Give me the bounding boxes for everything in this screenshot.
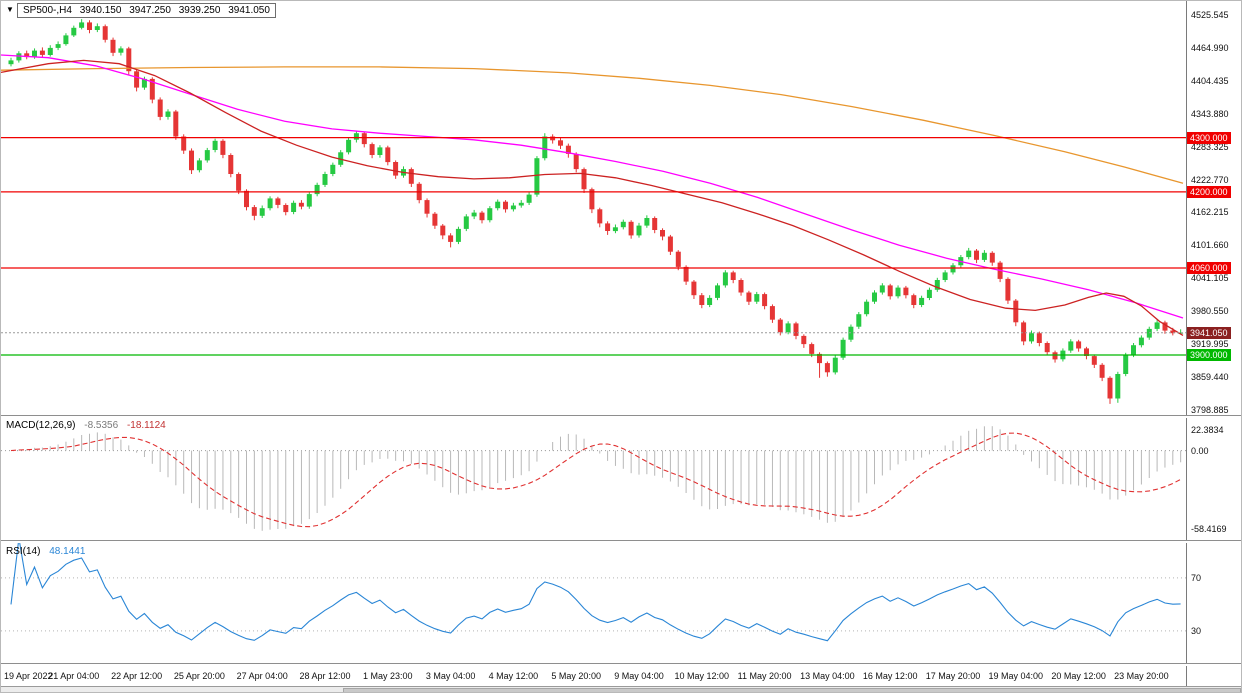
price-axis-label: 4404.435 <box>1191 75 1229 86</box>
time-axis-separator <box>1 663 1241 666</box>
current-price-badge[interactable]: 3941.050 <box>1187 326 1231 339</box>
price-axis-label: 4283.325 <box>1191 141 1229 152</box>
time-axis-label: 19 May 04:00 <box>988 671 1044 681</box>
macd-histogram <box>18 426 1182 531</box>
time-axis-label: 17 May 20:00 <box>925 671 981 681</box>
time-axis-label: 25 Apr 20:00 <box>173 671 225 681</box>
ma-slow-line <box>1 66 1184 184</box>
price-level-badge[interactable]: 4300.000 <box>1187 131 1231 144</box>
price-axis-label: 3980.550 <box>1191 306 1229 317</box>
macd-signal-line <box>10 432 1181 528</box>
rsi-axis-label: 70 <box>1191 572 1202 583</box>
macd-axis-label: 22.3834 <box>1191 425 1224 435</box>
ohlc-high-value: 3947.250 <box>129 5 171 16</box>
ohlc-close-value: 3941.050 <box>228 5 270 16</box>
macd-axis-label: -58.4169 <box>1191 524 1227 534</box>
rsi-value: 48.1441 <box>49 546 86 557</box>
rsi-title: RSI(14) <box>6 546 41 557</box>
time-axis-label: 20 May 12:00 <box>1051 671 1106 681</box>
time-axis-label: 23 May 20:00 <box>1114 671 1169 681</box>
macd-signal-value: -18.1124 <box>126 420 166 431</box>
ma-medium-line <box>1 54 1184 319</box>
price-axis-label: 3798.885 <box>1191 404 1229 415</box>
price-axis-label: 4162.215 <box>1191 207 1229 218</box>
rsi-header: RSI(14) 48.1441 <box>6 546 91 557</box>
price-level-badge[interactable]: 4200.000 <box>1187 185 1231 198</box>
price-level-badge[interactable]: 3900.000 <box>1187 348 1231 361</box>
price-axis-label: 4525.545 <box>1191 9 1229 20</box>
time-axis-label: 19 Apr 2022 <box>4 671 53 681</box>
symbol-info-box: SP500-,H4 3940.150 3947.250 3939.250 394… <box>17 3 276 18</box>
price-axis-label: 4041.105 <box>1191 273 1229 284</box>
time-axis-label: 3 May 04:00 <box>425 671 476 681</box>
time-axis-label: 10 May 12:00 <box>674 671 730 681</box>
scrollbar-thumb[interactable] <box>343 688 1241 692</box>
price-axis-label: 4464.990 <box>1191 42 1229 53</box>
time-axis[interactable]: 19 Apr 2022 21 Apr 04:00 22 Apr 12:00 25 Ap… <box>1 665 1188 686</box>
time-axis-label: 13 May 04:00 <box>800 671 855 681</box>
rsi-panel[interactable] <box>1 542 1189 663</box>
price-axis-label: 3919.995 <box>1191 339 1229 350</box>
price-axis-label: 3859.440 <box>1191 372 1229 382</box>
ma-fast-line <box>1 59 1184 336</box>
price-axis[interactable]: 4525.545 4464.990 4404.435 4343.880 4283.325… <box>1186 1 1241 686</box>
rsi-line <box>10 542 1181 642</box>
main-chart-area[interactable] <box>1 1 1189 415</box>
time-axis-label: 27 Apr 04:00 <box>236 671 288 681</box>
time-axis-label: 4 May 12:00 <box>488 671 539 681</box>
macd-panel[interactable] <box>1 417 1189 540</box>
price-axis-label: 4222.770 <box>1191 174 1229 185</box>
macd-header: MACD(12,26,9) -8.5356 -18.1124 <box>6 420 172 431</box>
time-axis-label: 1 May 23:00 <box>363 671 413 681</box>
price-axis-label: 4343.880 <box>1191 108 1229 119</box>
price-level-badge[interactable]: 4060.000 <box>1187 262 1231 274</box>
panel-separator-macd[interactable] <box>1 415 1241 418</box>
horizontal-scrollbar[interactable] <box>1 686 1241 692</box>
macd-main-value: -8.5356 <box>84 420 119 431</box>
panel-separator-rsi[interactable] <box>1 540 1241 543</box>
time-axis-label: 11 May 20:00 <box>737 671 792 681</box>
time-axis-label: 22 Apr 12:00 <box>111 671 163 681</box>
symbol-marker-icon: ▼ <box>6 5 14 14</box>
time-axis-label: 28 Apr 12:00 <box>299 671 351 681</box>
time-axis-label: 5 May 20:00 <box>551 671 601 681</box>
symbol-timeframe-label: SP500-,H4 <box>23 5 72 16</box>
macd-axis-label: 0.00 <box>1191 445 1209 456</box>
price-axis-label: 4101.660 <box>1191 240 1229 251</box>
rsi-axis-label: 30 <box>1191 625 1202 636</box>
time-axis-label: 16 May 12:00 <box>862 671 918 681</box>
candles-series <box>8 19 1184 404</box>
macd-title: MACD(12,26,9) <box>6 420 76 431</box>
ohlc-open-value: 3940.150 <box>79 5 122 16</box>
time-axis-label: 9 May 04:00 <box>614 671 664 681</box>
ohlc-low-value: 3939.250 <box>178 5 221 16</box>
time-axis-label: 21 Apr 04:00 <box>48 671 100 681</box>
